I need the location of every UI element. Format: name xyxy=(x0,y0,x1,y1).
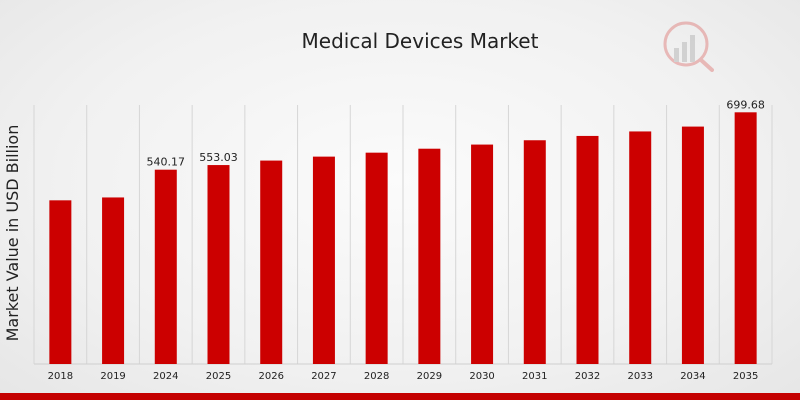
data-label-2024: 540.17 xyxy=(147,156,186,169)
bar-2025 xyxy=(207,165,230,364)
x-tick-label: 2019 xyxy=(100,371,125,382)
data-label-2035: 699.68 xyxy=(726,98,765,111)
bar-2019 xyxy=(102,197,125,364)
x-tick-label: 2029 xyxy=(417,371,442,382)
x-tick-label: 2027 xyxy=(311,371,336,382)
bar-2031 xyxy=(523,140,546,364)
x-tick-label: 2024 xyxy=(153,371,178,382)
x-tick-label: 2026 xyxy=(258,371,283,382)
x-tick-label: 2018 xyxy=(48,371,73,382)
watermark-logo xyxy=(663,21,714,72)
x-tick-label: 2028 xyxy=(364,371,389,382)
x-tick-label: 2032 xyxy=(575,371,600,382)
bar-2026 xyxy=(260,160,283,364)
bar-2029 xyxy=(418,148,441,364)
bottom-accent-stripe xyxy=(0,393,800,400)
bar-2030 xyxy=(471,144,494,364)
x-tick-label: 2033 xyxy=(627,371,652,382)
y-axis-label: Market Value in USD Billion xyxy=(3,125,22,342)
x-tick-label: 2025 xyxy=(206,371,231,382)
grid-lines xyxy=(33,105,773,365)
bar-2034 xyxy=(681,126,704,364)
x-tick-label: 2034 xyxy=(680,371,705,382)
x-tick-label: 2031 xyxy=(522,371,547,382)
x-tick-label: 2035 xyxy=(733,371,758,382)
bar-2033 xyxy=(629,131,652,364)
bar-2024 xyxy=(154,169,177,364)
bars xyxy=(49,112,757,364)
bar-2027 xyxy=(312,156,335,364)
chart-title: Medical Devices Market xyxy=(302,29,539,53)
x-tick-label: 2030 xyxy=(469,371,494,382)
data-labels: 540.17 553.03 699.68 xyxy=(147,98,765,168)
bar-2032 xyxy=(576,135,599,364)
bar-2035 xyxy=(734,112,757,364)
x-axis-ticks: 2018 2019 2024 2025 2026 2027 2028 2029 2030 2031… xyxy=(48,371,759,382)
bar-2018 xyxy=(49,200,72,364)
data-label-2025: 553.03 xyxy=(199,151,238,164)
bar-2028 xyxy=(365,152,388,364)
